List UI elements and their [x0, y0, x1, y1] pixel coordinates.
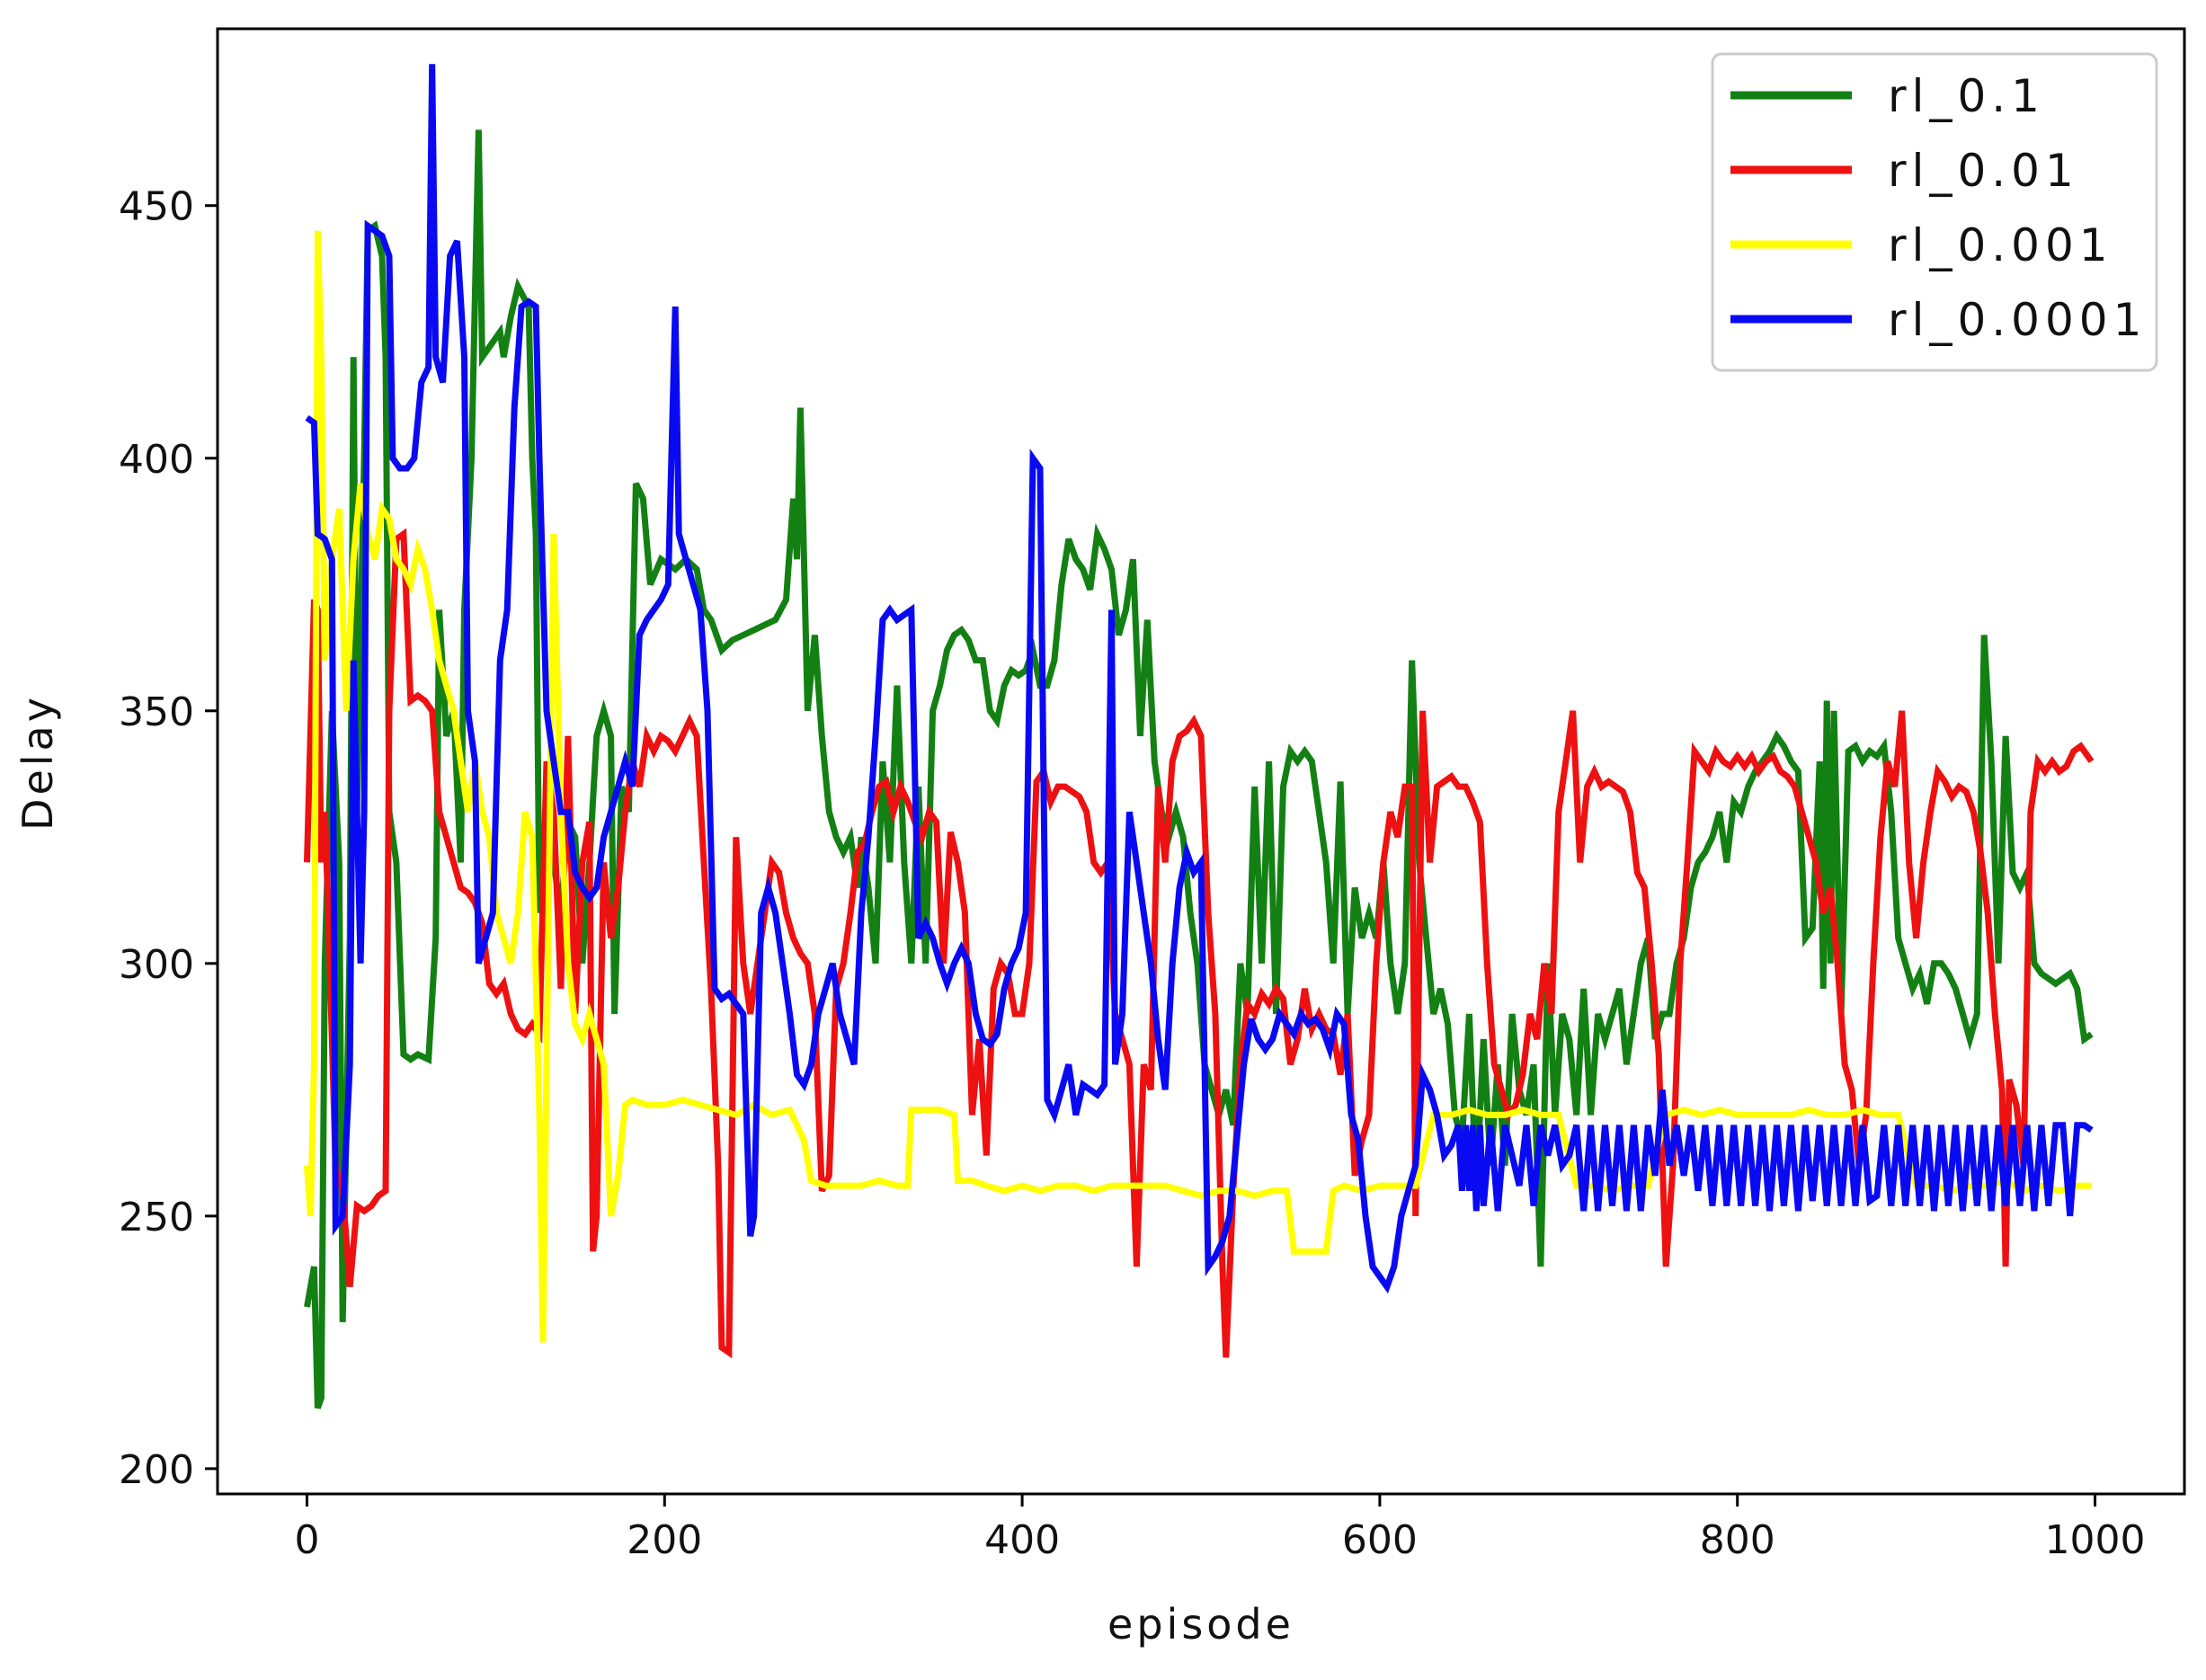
legend-label: rl_0.01 [1888, 145, 2079, 197]
legend-label: rl_0.001 [1888, 219, 2113, 271]
x-axis-label: episode [1107, 1600, 1294, 1649]
y-tick-label: 300 [119, 942, 194, 988]
series-layer [304, 64, 2095, 1409]
legend-box [1711, 52, 2158, 372]
x-tick-label: 0 [294, 1517, 319, 1563]
x-tick-label: 400 [984, 1517, 1060, 1563]
legend-label: rl_0.0001 [1888, 294, 2147, 346]
legend: rl_0.1 rl_0.01 rl_0.001 rl_0.0001 [1711, 52, 2158, 372]
x-tick-label: 600 [1342, 1517, 1418, 1563]
y-axis: 200 250 300 350 400 450 [119, 184, 218, 1493]
y-tick-label: 400 [119, 437, 194, 483]
x-tick-label: 1000 [2045, 1517, 2146, 1563]
y-tick-label: 200 [119, 1447, 194, 1493]
y-tick-label: 350 [119, 689, 194, 735]
series-line-2 [304, 528, 2095, 1359]
x-tick-label: 800 [1700, 1517, 1775, 1563]
y-axis-label: Delay [13, 694, 62, 831]
series-line-3 [304, 230, 2092, 1343]
x-tick-label: 200 [627, 1517, 702, 1563]
x-axis: 0 200 400 600 800 1000 [294, 1494, 2146, 1563]
plot-frame [216, 27, 2186, 1496]
y-tick-label: 450 [119, 184, 194, 230]
y-tick-label: 250 [119, 1195, 194, 1240]
series-line-4 [305, 64, 2094, 1294]
legend-label: rl_0.1 [1888, 70, 2045, 122]
